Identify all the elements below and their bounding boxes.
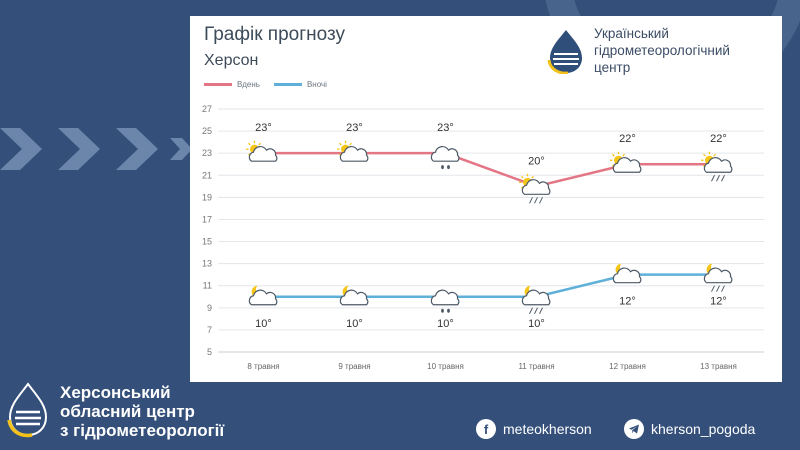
legend-item-day[interactable]: Вдень: [204, 80, 260, 89]
y-tick-label: 15: [202, 237, 212, 247]
y-tick-label: 23: [202, 148, 212, 158]
chart-title: Графік прогнозу: [204, 24, 345, 45]
legend-swatch-day: [204, 83, 232, 86]
data-label: 10°: [437, 318, 454, 330]
partly-cloudy-sun-icon: [610, 151, 642, 173]
legend-label-night: Вночі: [306, 80, 327, 89]
data-label: 23°: [346, 122, 363, 134]
data-label: 22°: [710, 133, 727, 145]
facebook-label: meteokherson: [503, 421, 592, 437]
y-tick-label: 7: [207, 325, 212, 335]
telegram-label: kherson_pogoda: [651, 421, 756, 437]
data-label: 22°: [619, 133, 636, 145]
legend-swatch-night: [273, 83, 302, 86]
data-label: 23°: [437, 122, 454, 134]
partly-cloudy-moon-rain-icon: [703, 263, 733, 292]
x-tick-label: 9 травня: [338, 362, 370, 371]
legend-item-night[interactable]: Вночі: [273, 80, 327, 89]
y-tick-label: 25: [202, 126, 212, 136]
partly-cloudy-moon-rain-icon: [521, 285, 551, 314]
footer-org-line-2: обласний центр: [60, 402, 195, 421]
data-label: 10°: [528, 318, 545, 330]
footer-org-line-1: Херсонський: [60, 383, 171, 402]
y-tick-label: 17: [202, 214, 212, 224]
cloud-rain-icon: [430, 146, 460, 170]
facebook-icon: f: [476, 419, 496, 439]
telegram-icon: [624, 419, 644, 439]
data-label: 10°: [346, 318, 363, 330]
partly-cloudy-moon-icon: [612, 263, 642, 284]
y-tick-label: 11: [203, 281, 212, 291]
y-tick-label: 9: [207, 303, 212, 313]
data-label: 12°: [619, 296, 636, 308]
forecast-chart: 5 7 9 11 13 15 17 19 21 23 25 27 8 травня 9 травня 10 …: [202, 104, 764, 371]
telegram-link[interactable]: kherson_pogoda: [624, 419, 755, 439]
x-tick-label: 10 травня: [427, 362, 464, 371]
data-label: 20°: [528, 155, 545, 167]
forecast-card: Графік прогнозу Херсон Вдень Вночі Украї…: [190, 16, 782, 382]
org-header-line-2: гідрометеорологічний: [594, 43, 730, 58]
legend-label-day: Вдень: [237, 80, 260, 89]
footer-org-name: Херсонський обласний центр з гідрометеор…: [60, 383, 224, 440]
footer-org-line-3: з гідрометеорології: [60, 421, 225, 440]
cloud-rain-icon: [430, 289, 460, 313]
series-line-day: [263, 151, 719, 188]
partly-cloudy-moon-icon: [248, 285, 278, 306]
regional-center-logo-icon: [7, 382, 48, 438]
chart-legend: Вдень Вночі: [204, 80, 341, 89]
x-tick-label: 12 травня: [609, 362, 646, 371]
org-header-line-3: центр: [594, 60, 631, 75]
y-tick-label: 13: [202, 259, 212, 269]
y-tick-label: 27: [202, 104, 212, 114]
ugmc-logo-icon: [547, 30, 582, 74]
x-tick-label: 11 травня: [518, 362, 554, 371]
partly-cloudy-sun-icon: [246, 140, 278, 162]
org-header-line-1: Український: [594, 26, 669, 41]
chevron-decoration-icon: [0, 128, 190, 170]
facebook-link[interactable]: f meteokherson: [476, 419, 592, 439]
y-tick-label: 5: [207, 347, 212, 357]
partly-cloudy-sun-rain-icon: [701, 151, 733, 182]
chart-subtitle: Херсон: [204, 52, 259, 69]
series-line-night: [263, 273, 719, 299]
partly-cloudy-moon-icon: [339, 285, 369, 306]
y-tick-label: 19: [202, 192, 212, 202]
org-header: Український гідрометеорологічний центр: [546, 24, 776, 84]
data-label: 12°: [710, 296, 727, 308]
data-label: 10°: [255, 318, 272, 330]
x-tick-label: 13 травня: [700, 362, 737, 371]
y-tick-label: 21: [202, 170, 212, 180]
data-label: 23°: [255, 122, 272, 134]
partly-cloudy-sun-icon: [337, 140, 369, 162]
x-tick-label: 8 травня: [247, 362, 279, 371]
partly-cloudy-sun-rain-icon: [519, 173, 551, 204]
org-header-text: Український гідрометеорологічний центр: [594, 25, 730, 76]
